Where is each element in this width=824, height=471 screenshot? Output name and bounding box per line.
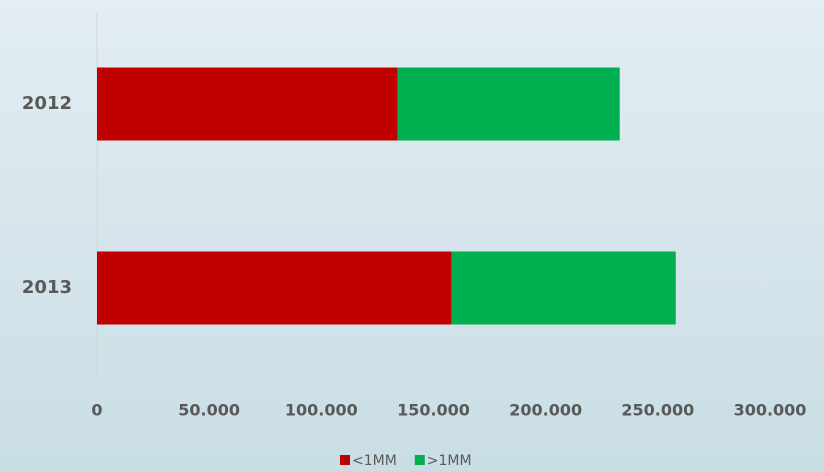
legend-swatch <box>414 455 425 465</box>
x-tick-label: 0 <box>91 401 102 420</box>
bar <box>451 251 676 325</box>
legend-swatch <box>340 455 350 465</box>
y-tick-label: 2012 <box>22 93 72 114</box>
bar <box>97 251 452 325</box>
x-tick-label: 100.000 <box>285 401 358 420</box>
bar <box>397 67 620 141</box>
x-tick-label: 300.000 <box>734 401 807 420</box>
bar <box>97 67 398 141</box>
y-tick-label: 2013 <box>22 277 72 298</box>
x-tick-label: 50.000 <box>178 401 240 420</box>
legend-label: <1MM <box>352 453 397 469</box>
legend-label: >1MM <box>427 453 472 469</box>
x-tick-label: 150.000 <box>397 401 470 420</box>
x-tick-label: 200.000 <box>509 401 582 420</box>
x-tick-label: 250.000 <box>621 401 694 420</box>
